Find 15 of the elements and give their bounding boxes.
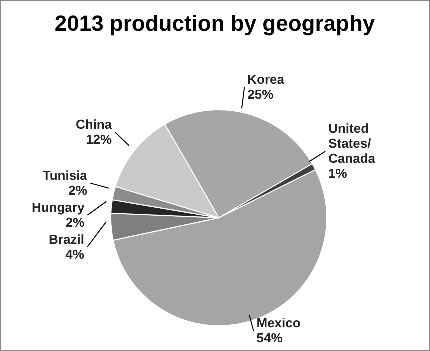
chart-title: 2013 production by geography bbox=[54, 11, 376, 36]
slice-label: Mexico bbox=[256, 316, 301, 330]
data-label: 12% bbox=[86, 132, 113, 147]
slice-label: United States/ Canada bbox=[328, 121, 376, 166]
data-label: 25% bbox=[248, 86, 274, 102]
slice-label: Korea bbox=[248, 72, 286, 87]
slice-label: Tunisia bbox=[42, 168, 88, 183]
data-label: 2% bbox=[68, 182, 88, 198]
slice-label: Hungary bbox=[32, 200, 86, 215]
slice-label: Brazil bbox=[49, 232, 84, 247]
slice-label: China bbox=[76, 116, 113, 132]
data-label: 54% bbox=[256, 330, 284, 346]
data-label: 2% bbox=[66, 214, 86, 230]
data-label: 1% bbox=[328, 166, 348, 182]
data-label: 4% bbox=[66, 246, 85, 262]
